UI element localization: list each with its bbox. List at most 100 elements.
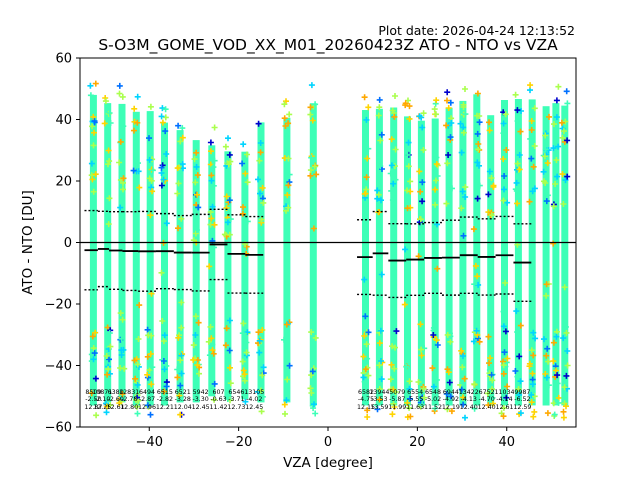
scatter-marker xyxy=(134,381,141,388)
scatter-marker xyxy=(175,334,182,341)
scatter-marker xyxy=(175,180,182,187)
scatter-marker xyxy=(513,179,520,186)
scatter-marker xyxy=(283,321,290,328)
scatter-marker xyxy=(460,129,467,136)
scatter-marker xyxy=(227,364,233,371)
scatter-column-core xyxy=(487,115,495,406)
scatter-marker xyxy=(227,380,234,387)
scatter-marker xyxy=(377,163,384,170)
scatter-marker xyxy=(434,342,441,348)
scatter-marker xyxy=(312,101,319,108)
bin-count-label: 11034 xyxy=(494,389,514,396)
scatter-marker xyxy=(283,397,290,404)
scatter-column-core xyxy=(459,100,467,406)
scatter-marker xyxy=(194,172,201,179)
scatter-marker xyxy=(105,161,111,168)
scatter-marker xyxy=(361,276,368,283)
scatter-marker xyxy=(417,216,424,223)
scatter-marker xyxy=(553,367,559,374)
scatter-marker xyxy=(92,80,99,87)
scatter-column-core xyxy=(542,106,550,406)
y-tick-label: 0 xyxy=(64,236,72,251)
scatter-marker xyxy=(448,120,455,126)
scatter-marker xyxy=(545,358,552,365)
scatter-marker xyxy=(500,362,507,369)
scatter-marker xyxy=(564,348,571,354)
scatter-marker xyxy=(378,376,385,383)
scatter-marker xyxy=(543,198,550,205)
scatter-marker xyxy=(90,188,97,195)
scatter-marker xyxy=(106,330,113,337)
bin-std-label: 12.40 xyxy=(478,404,496,411)
scatter-marker xyxy=(551,411,558,418)
scatter-marker xyxy=(476,182,483,189)
scatter-marker xyxy=(417,321,424,328)
scatter-marker xyxy=(553,97,560,104)
scatter-marker xyxy=(558,119,565,126)
scatter-marker xyxy=(517,378,524,385)
scatter-marker xyxy=(376,362,383,369)
bin-std-label: 12.80 xyxy=(120,404,138,411)
scatter-marker xyxy=(526,360,533,367)
scatter-marker xyxy=(551,121,557,128)
scatter-marker xyxy=(93,412,100,419)
scatter-marker xyxy=(432,201,439,208)
scatter-marker xyxy=(239,160,246,167)
bin-std-label: 12.45 xyxy=(245,404,263,411)
scatter-marker xyxy=(107,343,114,350)
scatter-marker xyxy=(258,216,265,223)
scatter-marker xyxy=(243,349,250,356)
scatter-marker xyxy=(460,394,466,401)
scatter-marker xyxy=(103,400,109,407)
scatter-marker xyxy=(530,329,537,336)
scatter-marker xyxy=(530,413,537,420)
scatter-marker xyxy=(432,186,439,193)
scatter-marker xyxy=(257,149,264,156)
scatter-column-core xyxy=(552,103,560,406)
scatter-marker xyxy=(527,135,534,142)
scatter-marker xyxy=(420,110,427,117)
scatter-marker xyxy=(544,410,551,417)
scatter-marker xyxy=(312,334,319,341)
y-tick-label: −40 xyxy=(45,359,72,374)
scatter-marker xyxy=(470,338,477,345)
scatter-marker xyxy=(459,158,466,165)
scatter-marker xyxy=(445,105,452,111)
scatter-marker xyxy=(134,119,141,126)
bin-count-label: 10871 xyxy=(92,389,112,396)
scatter-marker xyxy=(121,365,128,372)
scatter-column-core xyxy=(404,116,411,406)
scatter-marker xyxy=(208,148,214,155)
scatter-column-core xyxy=(257,122,265,403)
scatter-column-core xyxy=(431,118,439,406)
scatter-marker xyxy=(225,161,232,168)
scatter-marker xyxy=(531,143,538,149)
scatter-marker xyxy=(378,197,384,204)
scatter-marker xyxy=(407,395,413,402)
scatter-marker xyxy=(258,408,265,415)
scatter-marker xyxy=(92,171,99,178)
scatter-marker xyxy=(432,405,439,412)
scatter-marker xyxy=(363,116,370,123)
bin-median-label: -3.30 xyxy=(192,396,208,403)
scatter-marker xyxy=(562,177,569,184)
scatter-marker xyxy=(147,389,154,396)
scatter-marker xyxy=(130,167,137,174)
scatter-marker xyxy=(475,146,482,153)
scatter-marker xyxy=(309,117,316,124)
scatter-marker xyxy=(500,120,507,127)
scatter-marker xyxy=(561,284,568,291)
bin-count-label: 6521 xyxy=(175,389,191,396)
scatter-marker xyxy=(406,115,413,122)
scatter-marker xyxy=(284,192,291,199)
scatter-marker xyxy=(560,128,567,135)
bin-std-label: 12.73 xyxy=(227,404,245,411)
scatter-marker xyxy=(224,396,231,402)
scatter-marker xyxy=(149,167,156,174)
x-tick-label: −40 xyxy=(136,435,163,450)
scatter-marker xyxy=(447,338,454,345)
scatter-marker xyxy=(105,221,112,228)
bin-count-label: 6944 xyxy=(443,389,459,396)
scatter-marker xyxy=(161,388,168,395)
bin-median-label: -4.13 xyxy=(461,396,477,403)
